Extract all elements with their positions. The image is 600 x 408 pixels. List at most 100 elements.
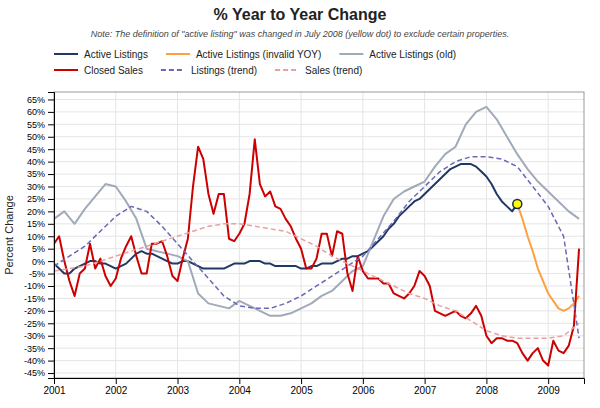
- grid-line-y: [54, 186, 584, 187]
- x-tick-label: 2001: [43, 385, 66, 396]
- legend-label: Active Listings (old): [369, 49, 456, 60]
- y-tick-mark: [48, 99, 54, 100]
- grid: [54, 92, 584, 378]
- y-tick-mark: [48, 261, 54, 262]
- legend-label: Sales (trend): [305, 65, 362, 76]
- grid-line-x: [115, 92, 116, 378]
- y-tick: 20%: [27, 207, 54, 217]
- marks: [54, 107, 579, 366]
- y-tick: -20%: [24, 306, 54, 316]
- y-tick-mark: [48, 373, 54, 374]
- grid-line-y: [54, 348, 584, 349]
- y-tick-label: 0%: [32, 256, 45, 266]
- series-line: [54, 139, 579, 365]
- grid-line-y: [54, 124, 584, 125]
- y-tick-label: -40%: [24, 356, 45, 366]
- x-tick: 2006: [352, 378, 375, 396]
- series-line: [54, 107, 579, 316]
- y-tick-mark: [48, 174, 54, 175]
- x-tick: 2002: [105, 378, 128, 396]
- legend-entry: Active Listings: [54, 49, 148, 60]
- series-line: [54, 157, 579, 339]
- grid-line-x: [301, 92, 302, 378]
- y-axis-title: Percent Change: [3, 195, 15, 275]
- x-tick-label: 2008: [476, 385, 499, 396]
- x-tick-mark: [486, 378, 487, 384]
- legend-entry: Closed Sales: [54, 65, 143, 76]
- y-tick: 10%: [27, 232, 54, 242]
- y-tick: 5%: [32, 244, 54, 254]
- x-tick-mark: [239, 378, 240, 384]
- y-tick-label: -20%: [24, 306, 45, 316]
- y-tick-mark: [48, 286, 54, 287]
- x-tick-label: 2007: [414, 385, 437, 396]
- y-tick-label: 40%: [27, 157, 45, 167]
- y-tick-label: 30%: [27, 182, 45, 192]
- y-tick-label: 35%: [27, 169, 45, 179]
- y-tick-mark: [48, 187, 54, 188]
- y-tick: -25%: [24, 319, 54, 329]
- grid-line-x: [548, 92, 549, 378]
- y-tick: 30%: [27, 182, 54, 192]
- y-tick: 40%: [27, 157, 54, 167]
- legend: Active ListingsActive Listings (invalid …: [54, 49, 456, 76]
- y-tick-label: 55%: [27, 120, 45, 130]
- series-line: [517, 204, 579, 311]
- y-tick-label: 65%: [27, 95, 45, 105]
- y-tick: 25%: [27, 194, 54, 204]
- x-tick: 2004: [229, 378, 252, 396]
- y-tick-mark: [48, 236, 54, 237]
- grid-line-y: [54, 174, 584, 175]
- y-tick: 60%: [27, 107, 54, 117]
- y-tick: -15%: [24, 294, 54, 304]
- legend-entry: Listings (trend): [161, 65, 257, 76]
- legend-label: Closed Sales: [84, 65, 143, 76]
- plot-frame: [54, 92, 584, 378]
- y-tick-label: -10%: [24, 281, 45, 291]
- y-tick: -5%: [29, 269, 54, 279]
- y-tick-label: -5%: [29, 269, 45, 279]
- x-axis-line: [55, 379, 585, 385]
- x-tick-mark: [548, 378, 549, 384]
- legend-entry: Active Listings (old): [339, 49, 456, 60]
- y-tick: -35%: [24, 344, 54, 354]
- y-tick: -45%: [24, 368, 54, 378]
- x-tick-label: 2009: [538, 385, 561, 396]
- grid-line-y: [54, 236, 584, 237]
- grid-line-y: [54, 223, 584, 224]
- legend-label: Listings (trend): [191, 65, 257, 76]
- y-tick-mark: [48, 323, 54, 324]
- y-tick: -40%: [24, 356, 54, 366]
- x-tick-label: 2006: [352, 385, 375, 396]
- y-tick-label: 20%: [27, 207, 45, 217]
- legend-swatch: [161, 69, 185, 71]
- y-tick-label: 15%: [27, 219, 45, 229]
- y-tick-label: 60%: [27, 107, 45, 117]
- grid-line-y: [54, 360, 584, 361]
- y-tick-label: 25%: [27, 194, 45, 204]
- y-tick-mark: [48, 199, 54, 200]
- x-tick-mark: [116, 378, 117, 384]
- y-tick-mark: [48, 211, 54, 212]
- grid-line-x: [362, 92, 363, 378]
- subtitle: Note: The definition of "active listing"…: [91, 29, 510, 39]
- legend-swatch: [54, 53, 78, 55]
- y-tick: -30%: [24, 331, 54, 341]
- grid-line-y: [54, 261, 584, 262]
- grid-line-y: [54, 211, 584, 212]
- y-tick-label: -15%: [24, 294, 45, 304]
- y-tick-mark: [48, 149, 54, 150]
- grid-line-x: [177, 92, 178, 378]
- chart: % Year to Year ChangeNote: The definitio…: [0, 0, 600, 408]
- legend-swatch: [339, 53, 363, 55]
- series-line: [54, 224, 579, 338]
- grid-line-y: [54, 273, 584, 274]
- y-tick-mark: [48, 137, 54, 138]
- y-tick: 35%: [27, 169, 54, 179]
- y-tick-mark: [48, 336, 54, 337]
- x-tick-label: 2003: [167, 385, 190, 396]
- y-tick-mark: [48, 311, 54, 312]
- highlight-point: [513, 199, 522, 208]
- y-tick-mark: [48, 348, 54, 349]
- x-tick: 2001: [43, 378, 66, 396]
